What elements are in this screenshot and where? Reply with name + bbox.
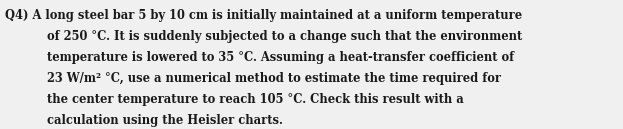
Text: calculation using the Heisler charts.: calculation using the Heisler charts. bbox=[47, 114, 283, 127]
Text: the center temperature to reach 105 °C. Check this result with a: the center temperature to reach 105 °C. … bbox=[47, 93, 464, 106]
Text: Q4) A long steel bar 5 by 10 cm is initially maintained at a uniform temperature: Q4) A long steel bar 5 by 10 cm is initi… bbox=[5, 9, 522, 22]
Text: temperature is lowered to 35 °C. Assuming a heat-transfer coefficient of: temperature is lowered to 35 °C. Assumin… bbox=[47, 51, 514, 64]
Text: of 250 °C. It is suddenly subjected to a change such that the environment: of 250 °C. It is suddenly subjected to a… bbox=[47, 30, 522, 43]
Text: 23 W/m² °C, use a numerical method to estimate the time required for: 23 W/m² °C, use a numerical method to es… bbox=[47, 72, 501, 85]
